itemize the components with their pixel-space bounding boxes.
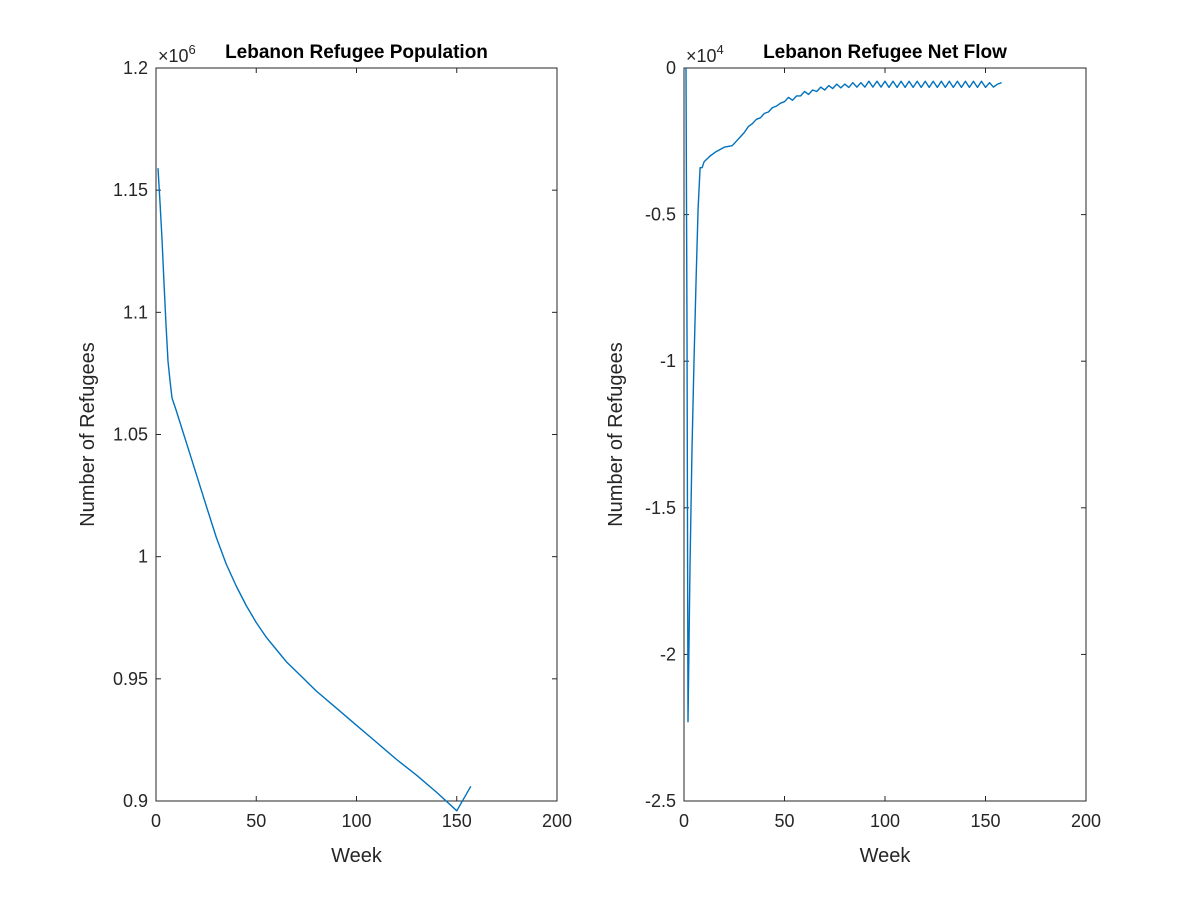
- net-flow-y-tick-label: -1: [660, 351, 676, 371]
- population-y-ticks: 0.9 0.95 1 1.05 1.1 1.15 1.2: [113, 58, 557, 811]
- net-flow-y-exponent: ×104: [686, 42, 724, 66]
- population-x-tick-label: 50: [246, 811, 266, 831]
- population-x-tick-label: 100: [341, 811, 371, 831]
- population-x-tick-label: 200: [542, 811, 572, 831]
- population-y-tick-label: 0.95: [113, 669, 148, 689]
- net-flow-x-tick-label: 0: [679, 811, 689, 831]
- population-series-line: [157, 168, 472, 812]
- net-flow-x-tick-label: 100: [870, 811, 900, 831]
- net-flow-y-tick-label: -1.5: [645, 498, 676, 518]
- population-y-axis-label: Number of Refugees: [77, 342, 99, 527]
- net-flow-axes-box: [683, 67, 1087, 802]
- population-chart-title: Lebanon Refugee Population: [225, 42, 488, 63]
- population-x-ticks: 0 50 100 150 200: [151, 68, 572, 831]
- net-flow-y-tick-label: -0.5: [645, 205, 676, 225]
- population-x-tick-label: 0: [151, 811, 161, 831]
- population-axes-box: [155, 67, 558, 802]
- population-y-tick-label: 1.1: [123, 302, 148, 322]
- net-flow-y-tick-label: 0: [666, 58, 676, 78]
- population-y-tick-label: 1: [138, 547, 148, 567]
- population-plot: 0 50 100 150 200 0.9 0.95 1 1.05 1.1 1.15 1.2 Leba…: [77, 42, 572, 867]
- net-flow-y-exponent-base: ×10: [686, 46, 717, 66]
- population-y-exponent-power: 6: [189, 42, 196, 57]
- net-flow-x-axis-label: Week: [860, 845, 912, 867]
- net-flow-chart-title: Lebanon Refugee Net Flow: [763, 42, 1007, 63]
- population-y-exponent-base: ×10: [158, 46, 189, 66]
- net-flow-y-axis-label: Number of Refugees: [605, 342, 627, 527]
- population-y-tick-label: 1.15: [113, 180, 148, 200]
- net-flow-y-tick-label: -2.5: [645, 791, 676, 811]
- net-flow-y-exponent-power: 4: [717, 42, 724, 57]
- population-x-axis-label: Week: [331, 845, 383, 867]
- net-flow-y-ticks: -2.5 -2 -1.5 -1 -0.5 0: [645, 58, 1086, 811]
- net-flow-series-line: [685, 67, 1002, 723]
- net-flow-x-tick-label: 50: [774, 811, 794, 831]
- net-flow-x-ticks: 0 50 100 150 200: [679, 68, 1101, 831]
- net-flow-y-tick-label: -2: [660, 644, 676, 664]
- population-y-tick-label: 0.9: [123, 791, 148, 811]
- net-flow-x-tick-label: 200: [1071, 811, 1101, 831]
- net-flow-plot: 0 50 100 150 200 -2.5 -2 -1.5 -1 -0.5 0 Lebanon R…: [605, 42, 1101, 867]
- net-flow-x-tick-label: 150: [970, 811, 1000, 831]
- population-y-tick-label: 1.05: [113, 425, 148, 445]
- population-x-tick-label: 150: [442, 811, 472, 831]
- population-y-tick-label: 1.2: [123, 58, 148, 78]
- population-y-exponent: ×106: [158, 42, 196, 66]
